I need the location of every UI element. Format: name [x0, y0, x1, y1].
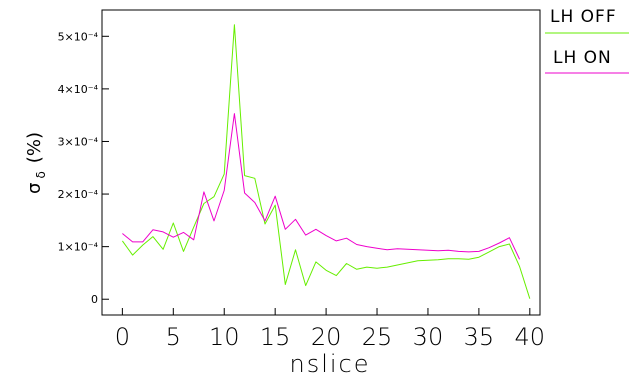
- x-tick-label: 10: [209, 323, 240, 351]
- legend-label-lh-on: LH ON: [553, 48, 612, 68]
- x-axis-title: nslice: [289, 350, 370, 378]
- y-tick-label: 1×10⁻⁴: [58, 241, 99, 254]
- y-axis-title-subscript: δ: [34, 171, 48, 178]
- y-axis-title-symbol: σ: [24, 183, 45, 194]
- y-tick-label: 3×10⁻⁴: [58, 135, 99, 148]
- x-tick-label: 25: [362, 323, 393, 351]
- series-line-lh-off: [121, 24, 531, 299]
- y-axis-ticks: 0 1×10⁻⁴ 2×10⁻⁴ 3×10⁻⁴ 4×10⁻⁴ 5×10⁻⁴: [58, 30, 109, 306]
- x-axis-ticks: 0 5 10 15 20 25 30 35 40: [115, 308, 545, 351]
- x-tick-label: 5: [166, 323, 181, 351]
- x-tick-label: 20: [311, 323, 342, 351]
- y-tick-label: 5×10⁻⁴: [58, 30, 99, 43]
- series-lines: [121, 24, 531, 299]
- legend-label-lh-off: LH OFF: [550, 7, 617, 27]
- y-tick-label: 2×10⁻⁴: [58, 188, 99, 201]
- svg-text:σδ(%): σδ (%): [24, 132, 48, 194]
- x-tick-label: 0: [115, 323, 130, 351]
- x-tick-label: 35: [464, 323, 495, 351]
- series-line-lh-on: [122, 113, 521, 260]
- x-tick-label: 15: [260, 323, 291, 351]
- x-tick-label: 30: [413, 323, 444, 351]
- legend: LH OFF LH ON: [545, 7, 629, 74]
- y-axis-title-unit: (%): [24, 132, 45, 163]
- y-axis-title: σδ (%): [24, 132, 48, 194]
- x-tick-label: 40: [515, 323, 546, 351]
- y-tick-label: 4×10⁻⁴: [58, 83, 99, 96]
- plot-frame: [101, 9, 541, 316]
- y-tick-label: 0: [91, 293, 98, 306]
